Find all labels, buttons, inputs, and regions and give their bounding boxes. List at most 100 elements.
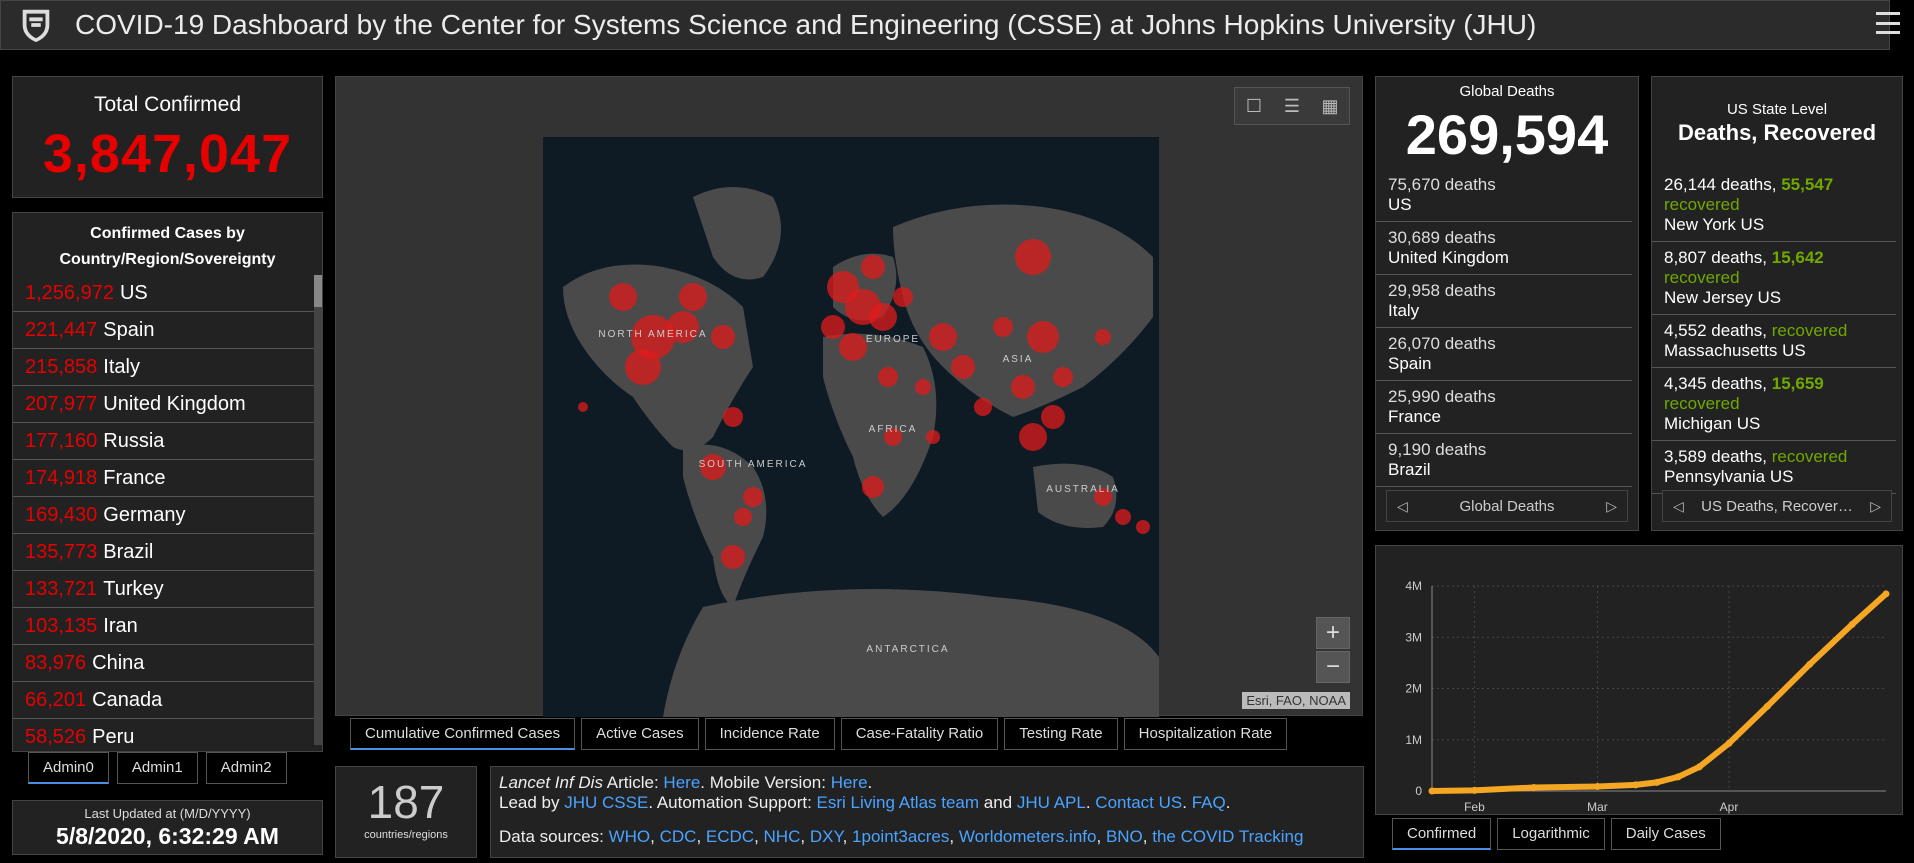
country-list-scrollbar[interactable] (314, 275, 322, 745)
tab-admin0[interactable]: Admin0 (28, 752, 109, 784)
source-link[interactable]: DXY (809, 827, 843, 846)
pager-next-icon[interactable]: ▷ (1606, 497, 1617, 514)
tab-daily-cases[interactable]: Daily Cases (1610, 818, 1721, 850)
us-state-row[interactable]: 4,345 deaths, 15,659 recovered Michigan US (1652, 368, 1896, 441)
country-name: Italy (103, 355, 140, 378)
confirmed-line-chart[interactable]: 0 1M 2M 3M 4M Feb Mar Apr (1376, 546, 1904, 816)
country-row[interactable]: 135,773 Brazil (13, 534, 316, 571)
world-map[interactable]: NORTH AMERICA EUROPE ASIA AFRICA SOUTH A… (543, 137, 1159, 717)
tab-logarithmic[interactable]: Logarithmic (1497, 818, 1605, 850)
us-state-row[interactable]: 3,589 deaths, recovered Pennsylvania US (1652, 441, 1896, 494)
country-row[interactable]: 103,135 Iran (13, 608, 316, 645)
country-row[interactable]: 66,201 Canada (13, 682, 316, 719)
deaths-list[interactable]: 75,670 deaths US 30,689 deaths United Kingd… (1376, 169, 1632, 487)
tab-confirmed[interactable]: Confirmed (1392, 818, 1492, 850)
basemap-gallery-icon[interactable]: ▦ (1321, 95, 1339, 116)
country-confirmed-count: 66,201 (25, 688, 87, 711)
pager-prev-icon[interactable]: ◁ (1397, 497, 1408, 514)
country-count-value: 187 (367, 776, 445, 828)
death-row[interactable]: 26,070 deaths Spain (1376, 328, 1632, 381)
pager-next-icon[interactable]: ▷ (1870, 497, 1881, 514)
esri-link[interactable]: Esri Living Atlas team (816, 793, 980, 812)
source-link[interactable]: 1point3acres (852, 827, 950, 846)
country-row[interactable]: 207,977 United Kingdom (13, 386, 316, 423)
us-pager: ◁ US Deaths, Recover… ▷ (1662, 490, 1892, 522)
source-link[interactable]: Worldometers.info (958, 827, 1097, 846)
death-row[interactable]: 30,689 deaths United Kingdom (1376, 222, 1632, 275)
us-pager-label: US Deaths, Recover… (1701, 497, 1853, 515)
country-row[interactable]: 177,160 Russia (13, 423, 316, 460)
country-confirmed-count: 103,135 (25, 614, 98, 637)
confirmed-data-point (1470, 786, 1478, 794)
tab-admin2[interactable]: Admin2 (205, 752, 287, 784)
confirmed-data-point (1695, 763, 1703, 771)
tab-case-fatality-ratio[interactable]: Case-Fatality Ratio (840, 718, 999, 750)
country-list[interactable]: 1,256,972 US 221,447 Spain 215,858 Italy 207,9… (13, 275, 316, 745)
tab-cumulative-confirmed-cases[interactable]: Cumulative Confirmed Cases (350, 718, 576, 750)
country-list-scroll-thumb[interactable] (314, 275, 322, 307)
source-link[interactable]: WHO (608, 827, 651, 846)
country-confirmed-count: 221,447 (25, 318, 98, 341)
source-link[interactable]: the COVID Tracking (1152, 827, 1304, 846)
zoom-in-button[interactable]: + (1316, 617, 1350, 649)
death-row[interactable]: 75,670 deaths US (1376, 169, 1632, 222)
country-row[interactable]: 215,858 Italy (13, 349, 316, 386)
bookmark-icon[interactable]: ☐ (1245, 95, 1263, 116)
hamburger-menu-icon[interactable] (1876, 12, 1900, 34)
us-state-name: Massachusetts US (1664, 341, 1806, 360)
us-state-label: US State Level (1726, 101, 1828, 118)
us-state-row[interactable]: 26,144 deaths, 55,547 recovered New York U… (1652, 169, 1896, 242)
country-row[interactable]: 169,430 Germany (13, 497, 316, 534)
region-label-europe: EUROPE (866, 334, 920, 345)
contact-link[interactable]: Contact US (1095, 793, 1183, 812)
source-link[interactable]: CDC (659, 827, 697, 846)
source-link[interactable]: NHC (763, 827, 801, 846)
pager-prev-icon[interactable]: ◁ (1673, 497, 1684, 514)
source-link[interactable]: ECDC (705, 827, 755, 846)
legend-list-icon[interactable]: ☰ (1283, 95, 1301, 116)
us-recovered-label: recovered (1771, 321, 1848, 340)
tab-active-cases[interactable]: Active Cases (581, 718, 699, 750)
country-name: China (92, 651, 145, 674)
tab-hospitalization-rate[interactable]: Hospitalization Rate (1123, 718, 1288, 750)
us-deaths-count: 26,144 deaths, (1664, 175, 1782, 194)
death-place: Spain (1388, 354, 1432, 373)
death-row[interactable]: 9,190 deaths Brazil (1376, 434, 1632, 487)
article-link[interactable]: Here (663, 773, 701, 792)
death-place: Brazil (1388, 460, 1431, 479)
death-row[interactable]: 25,990 deaths France (1376, 381, 1632, 434)
us-deaths-count: 8,807 deaths, (1664, 248, 1772, 267)
mobile-version-link[interactable]: Here (830, 773, 868, 792)
jhu-csse-link[interactable]: JHU CSSE (564, 793, 649, 812)
zoom-out-button[interactable]: − (1316, 651, 1350, 683)
us-state-row[interactable]: 8,807 deaths, 15,642 recovered New Jersey … (1652, 242, 1896, 315)
country-row[interactable]: 221,447 Spain (13, 312, 316, 349)
country-row[interactable]: 58,526 Peru (13, 719, 316, 746)
info-line-2: Lead by JHU CSSE. Automation Support: Es… (499, 793, 1231, 812)
us-list[interactable]: 26,144 deaths, 55,547 recovered New York U… (1652, 169, 1896, 494)
y-tick-label: 4M (1405, 579, 1422, 593)
faq-link[interactable]: FAQ (1191, 793, 1226, 812)
us-state-panel: US State Level Deaths, Recovered 26,144 … (1651, 76, 1903, 531)
country-row[interactable]: 133,721 Turkey (13, 571, 316, 608)
jhu-logo-icon (22, 9, 50, 43)
x-tick-label: Mar (1587, 800, 1608, 814)
jhu-apl-link[interactable]: JHU APL (1016, 793, 1086, 812)
country-row[interactable]: 1,256,972 US (13, 275, 316, 312)
source-link[interactable]: BNO (1105, 827, 1143, 846)
confirmed-data-point (1632, 781, 1640, 789)
country-row[interactable]: 83,976 China (13, 645, 316, 682)
tab-testing-rate[interactable]: Testing Rate (1004, 718, 1118, 750)
tab-incidence-rate[interactable]: Incidence Rate (704, 718, 835, 750)
last-updated-value: 5/8/2020, 6:32:29 AM (56, 823, 279, 849)
death-row[interactable]: 29,958 deaths Italy (1376, 275, 1632, 328)
country-name: United Kingdom (103, 392, 246, 415)
global-deaths-panel: Global Deaths 269,594 75,670 deaths US 30,… (1375, 76, 1639, 531)
country-row[interactable]: 174,918 France (13, 460, 316, 497)
us-state-row[interactable]: 4,552 deaths, recovered Massachusetts US (1652, 315, 1896, 368)
us-recovered-count: 55,547 (1781, 175, 1834, 194)
map-layer-tabs: Cumulative Confirmed Cases Active Cases In… (350, 718, 1288, 750)
map-toolbar: ☐ ☰ ▦ (1234, 87, 1350, 125)
tab-admin1[interactable]: Admin1 (116, 752, 198, 784)
death-count: 75,670 deaths (1388, 175, 1496, 194)
